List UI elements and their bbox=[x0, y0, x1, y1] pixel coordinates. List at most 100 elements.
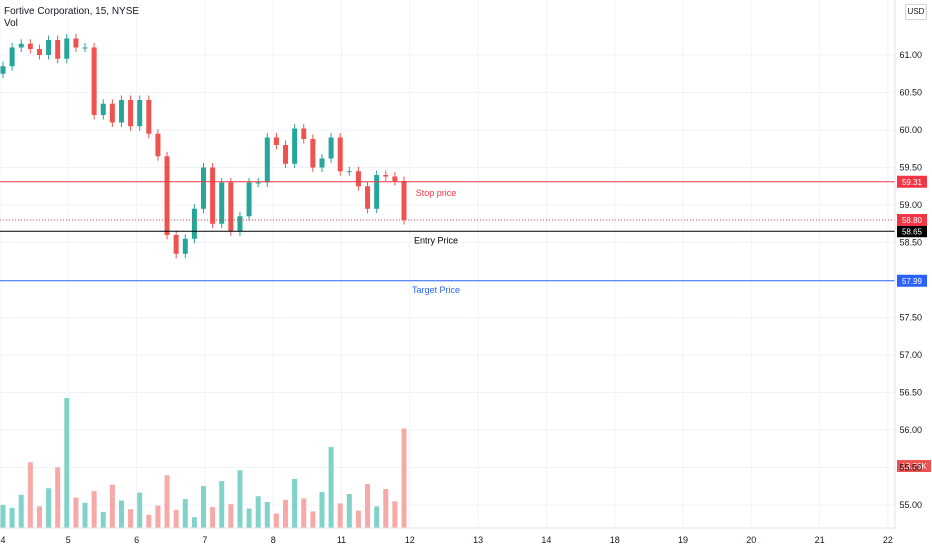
candle-body bbox=[346, 171, 352, 173]
volume-bar bbox=[346, 494, 352, 528]
volume-bar bbox=[383, 489, 389, 528]
chart-title: Fortive Corporation, 15, NYSE bbox=[4, 6, 140, 17]
y-tick-label: 60.00 bbox=[899, 125, 922, 135]
x-tick-label: 8 bbox=[271, 535, 276, 545]
volume-bar bbox=[237, 470, 243, 528]
volume-bar bbox=[273, 513, 279, 528]
volume-bar bbox=[173, 509, 179, 528]
y-tick-label: 59.50 bbox=[899, 163, 922, 173]
candle-body bbox=[146, 100, 152, 134]
candle-body bbox=[9, 47, 15, 67]
candle-body bbox=[109, 103, 115, 123]
last-price-badge bbox=[897, 214, 927, 226]
volume-bar bbox=[292, 478, 298, 528]
last-price-badge-text: 58.80 bbox=[902, 216, 923, 225]
candle-body bbox=[164, 156, 170, 235]
volume-bar bbox=[46, 488, 52, 528]
volume-bar bbox=[128, 509, 134, 528]
candle-body bbox=[201, 167, 206, 209]
level-badge-text: 57.99 bbox=[902, 277, 923, 286]
volume-bar bbox=[365, 483, 371, 528]
volume-bar bbox=[55, 467, 61, 528]
candle-body bbox=[365, 186, 371, 209]
volume-bar bbox=[355, 510, 361, 528]
candle-body bbox=[191, 208, 197, 239]
candle-body bbox=[328, 137, 334, 159]
candle-body bbox=[137, 100, 143, 127]
volume-bar bbox=[328, 447, 334, 528]
y-tick-label: 57.50 bbox=[899, 313, 922, 323]
y-tick-label: 59.00 bbox=[899, 200, 922, 210]
candle-body bbox=[55, 40, 61, 59]
y-tick-label: 60.50 bbox=[899, 88, 922, 98]
candle-body bbox=[337, 137, 343, 172]
volume-bar bbox=[337, 503, 343, 528]
candlesticks bbox=[0, 34, 407, 259]
currency-button[interactable]: USD bbox=[905, 4, 927, 20]
candle-body bbox=[292, 128, 298, 164]
volume-bar bbox=[36, 506, 42, 528]
candle-body bbox=[27, 43, 33, 49]
volume-bar bbox=[255, 496, 261, 528]
candle-body bbox=[310, 139, 316, 168]
volume-bar bbox=[201, 486, 206, 528]
candle-body bbox=[255, 182, 261, 184]
level-badge bbox=[897, 225, 927, 238]
volume-badge-text: 13.76K bbox=[901, 462, 927, 471]
x-tick-label: 11 bbox=[337, 535, 346, 545]
volume-bar bbox=[118, 500, 124, 528]
price-levels: Stop price 59.31 Entry Price 58.65 Target Pr… bbox=[0, 175, 931, 472]
candle-body bbox=[73, 38, 79, 48]
candle-body bbox=[36, 49, 42, 55]
volume-bar bbox=[392, 501, 398, 528]
volume-bar bbox=[18, 494, 24, 528]
x-tick-label: 21 bbox=[815, 535, 825, 545]
candle-body bbox=[392, 176, 398, 181]
volume-bar bbox=[9, 507, 15, 528]
volume-bar bbox=[264, 502, 270, 528]
candle-body bbox=[301, 128, 307, 139]
volume-bar bbox=[64, 398, 70, 528]
x-tick-label: 4 bbox=[0, 535, 5, 545]
candle-body bbox=[273, 137, 279, 145]
level-badge-text: 59.31 bbox=[902, 178, 923, 187]
y-tick-label: 55.50 bbox=[899, 463, 922, 473]
candle-body bbox=[155, 133, 161, 157]
volume-bar bbox=[401, 428, 407, 528]
volume-bar bbox=[73, 497, 79, 528]
volume-bar bbox=[283, 499, 289, 528]
candle-body bbox=[128, 100, 134, 127]
candle-body bbox=[173, 235, 179, 254]
level-badge bbox=[897, 274, 927, 287]
candle-body bbox=[46, 40, 52, 55]
volume-bar bbox=[0, 504, 6, 528]
volume-bar bbox=[210, 507, 216, 528]
x-tick-label: 14 bbox=[541, 535, 551, 545]
candle-body bbox=[100, 103, 106, 115]
volume-bar bbox=[27, 462, 33, 528]
y-tick-label: 56.50 bbox=[899, 388, 922, 398]
candle-body bbox=[182, 238, 188, 254]
x-tick-label: 18 bbox=[610, 535, 620, 545]
x-tick-label: 20 bbox=[746, 535, 756, 545]
volume-bar bbox=[246, 508, 252, 528]
x-tick-label: 13 bbox=[473, 535, 483, 545]
y-tick-label: 58.50 bbox=[899, 238, 922, 248]
candle-body bbox=[401, 181, 407, 220]
candle-body bbox=[0, 66, 6, 74]
volume-bar bbox=[146, 515, 152, 528]
level-label: Entry Price bbox=[414, 235, 458, 245]
candle-body bbox=[264, 137, 270, 183]
candle-body bbox=[91, 47, 97, 115]
volume-bar bbox=[164, 475, 170, 528]
x-tick-label: 5 bbox=[66, 535, 71, 545]
candle-body bbox=[219, 182, 225, 224]
volume-bar bbox=[100, 512, 106, 528]
x-tick-label: 12 bbox=[405, 535, 415, 545]
x-tick-label: 22 bbox=[883, 535, 893, 545]
candle-body bbox=[383, 175, 389, 177]
candle-body bbox=[355, 171, 361, 187]
level-badge-text: 58.65 bbox=[902, 227, 923, 236]
